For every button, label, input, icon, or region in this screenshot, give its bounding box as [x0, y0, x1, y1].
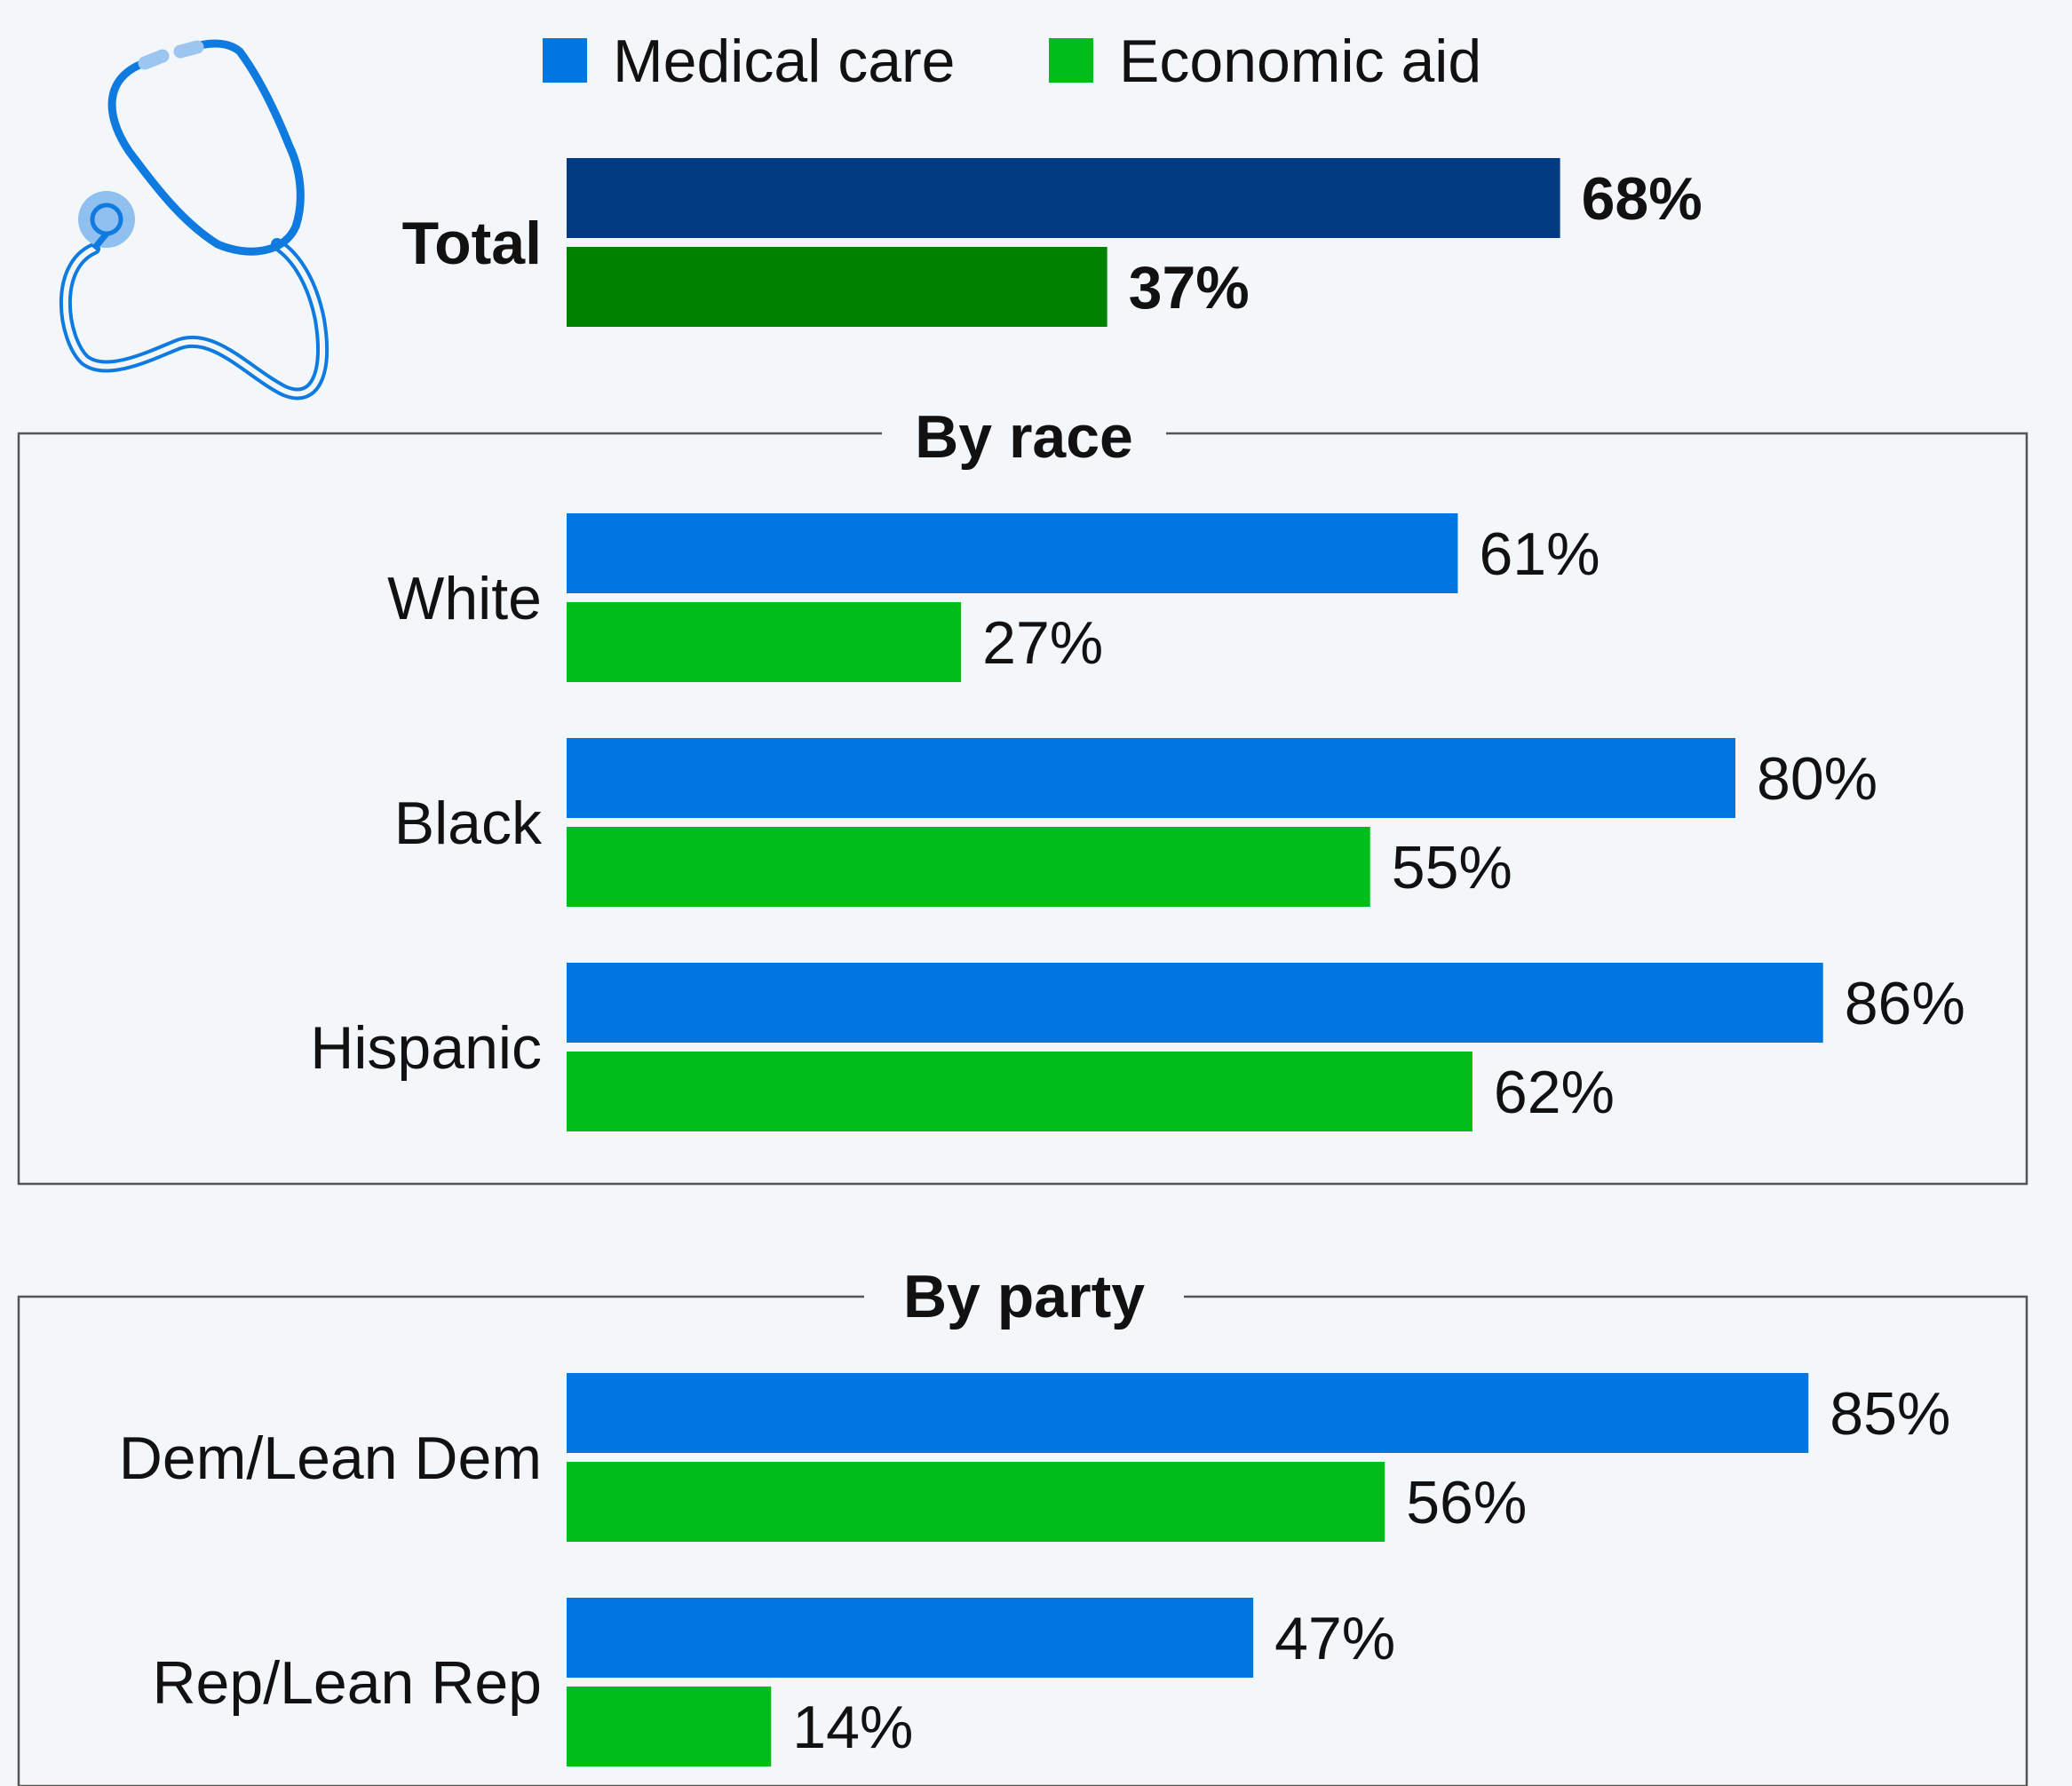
value-label-dem-lean-dem-medical-care: 85%	[1830, 1380, 1950, 1448]
section-frame-race	[17, 432, 2028, 1186]
bar-total-economic-aid	[567, 247, 1107, 327]
category-label-dem-lean-dem: Dem/Lean Dem	[119, 1425, 542, 1492]
bar-hispanic-economic-aid	[567, 1052, 1473, 1131]
value-label-hispanic-economic-aid: 62%	[1494, 1059, 1615, 1126]
legend: Medical care Economic aid	[543, 28, 1481, 95]
bar-hispanic-medical-care	[567, 963, 1823, 1043]
labels: Total 68% 37% White 61% 27% Black 80% 55% Hispani…	[119, 165, 1965, 1761]
bar-black-medical-care	[567, 738, 1735, 818]
category-label-white: White	[387, 565, 542, 632]
stethoscope-icon	[60, 39, 329, 401]
value-label-black-economic-aid: 55%	[1392, 834, 1512, 901]
section-title-race: By race	[915, 403, 1133, 471]
section-title-party: By party	[903, 1263, 1145, 1330]
legend-swatch-economic-aid	[1049, 38, 1093, 83]
category-label-black: Black	[394, 790, 543, 857]
bar-white-economic-aid	[567, 602, 962, 682]
bar-rep-lean-rep-medical-care	[567, 1598, 1254, 1678]
category-label-total: Total	[402, 210, 542, 277]
value-label-total-medical-care: 68%	[1582, 165, 1703, 233]
section-frame-party	[17, 1295, 2028, 1786]
bar-dem-lean-dem-medical-care	[567, 1373, 1809, 1453]
legend-label-economic-aid: Economic aid	[1119, 28, 1481, 95]
value-label-rep-lean-rep-medical-care: 47%	[1274, 1605, 1395, 1672]
value-label-hispanic-medical-care: 86%	[1845, 970, 1965, 1037]
bar-black-economic-aid	[567, 827, 1370, 907]
bar-rep-lean-rep-economic-aid	[567, 1687, 772, 1766]
bar-dem-lean-dem-economic-aid	[567, 1462, 1385, 1542]
value-label-rep-lean-rep-economic-aid: 14%	[792, 1694, 913, 1761]
value-label-white-economic-aid: 27%	[982, 609, 1103, 677]
value-label-dem-lean-dem-economic-aid: 56%	[1406, 1469, 1527, 1536]
legend-swatch-medical-care	[543, 38, 587, 83]
section-frames: By race By party	[17, 403, 2028, 1786]
value-label-white-medical-care: 61%	[1479, 520, 1600, 588]
category-label-rep-lean-rep: Rep/Lean Rep	[152, 1649, 542, 1717]
category-label-hispanic: Hispanic	[310, 1014, 542, 1082]
bars	[567, 158, 1823, 1766]
legend-label-medical-care: Medical care	[613, 28, 956, 95]
value-label-black-medical-care: 80%	[1757, 745, 1878, 813]
bar-total-medical-care	[567, 158, 1560, 238]
bar-white-medical-care	[567, 513, 1458, 593]
value-label-total-economic-aid: 37%	[1129, 254, 1250, 321]
